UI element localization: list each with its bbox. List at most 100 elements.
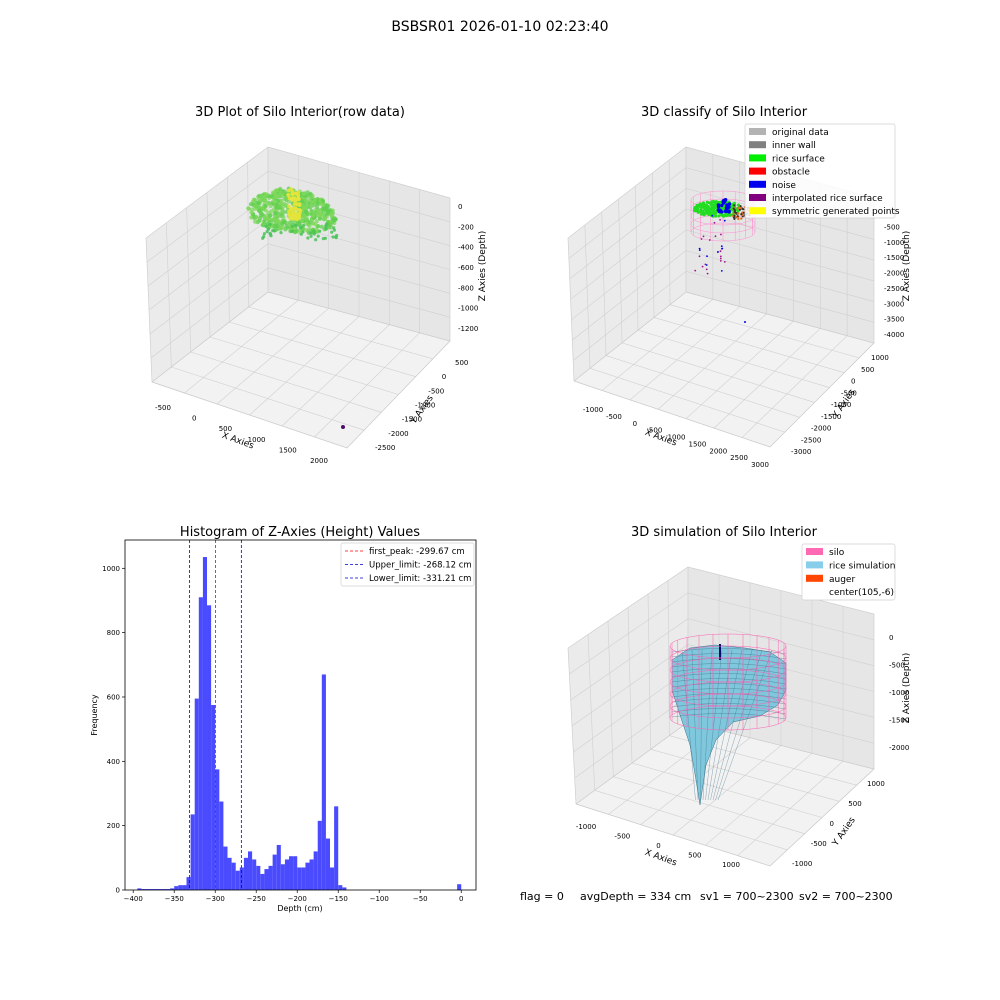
grid-line (713, 328, 821, 429)
raw-point-high (296, 193, 300, 197)
raw-point-low (301, 230, 305, 234)
raw-point (303, 206, 308, 211)
y-tick-label: -2000 (388, 430, 408, 438)
symmetric-point (733, 214, 736, 217)
raw-point (306, 195, 311, 200)
legend-swatch (806, 561, 823, 569)
avg-depth-text: avgDepth = 334 cm (580, 890, 691, 903)
raw-point-high (289, 207, 293, 211)
status-footer: flag = 0 avgDepth = 334 cm sv1 = 700~230… (520, 890, 893, 903)
simulation-rice-surface (671, 644, 787, 806)
histogram-bar (149, 889, 154, 890)
raw-point (317, 216, 323, 221)
left-pane (568, 147, 686, 381)
raw-point (248, 202, 253, 207)
outlier-point (706, 255, 708, 258)
histogram-bars (137, 557, 462, 890)
grid-line (651, 172, 655, 318)
symmetric-point (737, 217, 740, 221)
rice-surface-point (706, 205, 710, 209)
z-tick-label: -500 (884, 223, 900, 231)
histogram-bar (457, 884, 462, 890)
x-tick-label: 0 (633, 420, 637, 428)
outlier-point (719, 260, 722, 262)
histogram-bar (260, 873, 265, 890)
raw-point-high (286, 193, 290, 197)
raw-point (254, 203, 259, 208)
classify-y-ticks: 1000 500 0 -500 -1000 -1500 -2000 -2500 -3000 (791, 354, 889, 456)
raw-point (278, 226, 283, 231)
histogram-bar (305, 862, 310, 890)
box-edge (145, 146, 451, 239)
raw-point-low (309, 234, 313, 238)
raw-point-low (262, 232, 266, 236)
z-tick-label: -1500 (884, 254, 904, 262)
box-edge (567, 237, 575, 382)
raw-point-low (266, 227, 270, 231)
raw-point-low (316, 234, 320, 238)
rice-mesh-line (671, 698, 787, 705)
y-tick-label: -1500 (821, 413, 841, 421)
x-tick-label: 1500 (279, 446, 297, 454)
outlier-point (744, 321, 746, 323)
rice-mesh-line (715, 649, 763, 801)
legend-label: rice surface (772, 154, 825, 164)
outlier-point (720, 270, 723, 272)
raw-point (273, 210, 278, 216)
histogram-bar (153, 889, 158, 890)
histogram-bar (321, 674, 326, 890)
rice-mesh-line (717, 649, 773, 801)
z-tick-label: -200 (458, 223, 474, 231)
raw-point (260, 198, 265, 203)
outlier-point (723, 261, 726, 263)
y-tick-label: -3000 (791, 448, 811, 456)
legend-label: interpolated rice surface (772, 194, 883, 204)
y-tick-label: 600 (107, 693, 120, 701)
raw-point-low (299, 232, 303, 236)
histogram-bar (166, 889, 171, 890)
x-tick-label: −250 (247, 895, 266, 903)
histogram-bar (219, 801, 224, 890)
simulation-z-ticks: 0 -500 -1000 -1500 -2000 (889, 634, 909, 752)
x-tick-label: 2000 (709, 447, 727, 455)
legend-swatch (749, 141, 766, 149)
raw-point-low (262, 235, 266, 239)
x-tick-label: 500 (219, 425, 232, 433)
simulation-silo-wireframe (669, 633, 787, 731)
raw-point (310, 213, 316, 218)
raw-point (321, 202, 326, 208)
y-tick-label: -1000 (831, 401, 851, 409)
z-tick-label: -2500 (884, 285, 904, 293)
histogram-bar (243, 857, 249, 890)
noise-point (725, 203, 729, 207)
raw-point-outlier (341, 425, 345, 429)
symmetric-point (733, 209, 737, 212)
raw-point-high (296, 190, 301, 194)
flag-text: flag = 0 (520, 890, 564, 903)
histogram-bar (280, 864, 285, 890)
y-tick-label: -500 (428, 387, 444, 395)
histogram-bar (198, 597, 203, 890)
histogram-bar (202, 557, 208, 890)
raw-point-low (272, 229, 276, 233)
raw-point (265, 201, 270, 206)
y-tick-label: -500 (841, 389, 857, 397)
z-tick-label: 0 (889, 634, 893, 642)
legend-label: center(105,-6) (829, 588, 894, 598)
noise-point (723, 198, 728, 202)
legend-label: noise (772, 181, 796, 191)
raw-point (320, 198, 325, 203)
rice-surface-point (717, 214, 721, 218)
x-tick-label: -1000 (576, 823, 596, 831)
raw-point-low (312, 229, 316, 233)
raw-point (257, 201, 262, 206)
symmetric-point (740, 217, 743, 220)
simulation-x-label: X Axies (643, 848, 678, 869)
raw-x-label: X Axies (220, 431, 255, 452)
classify-z-label: Z Axies (Depth) (902, 231, 912, 302)
x-tick-label: 1000 (668, 434, 686, 442)
legend-swatch (749, 167, 766, 175)
rice-mesh-line (671, 658, 787, 665)
grid-line (618, 198, 623, 343)
